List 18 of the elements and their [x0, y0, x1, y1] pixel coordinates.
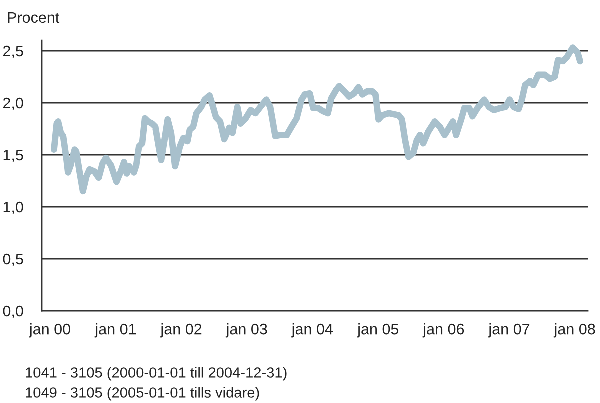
x-tick-label: jan 00	[29, 324, 70, 338]
x-tick-label: jan 07	[488, 324, 530, 338]
x-tick-label: jan 01	[94, 324, 136, 338]
text: 1049 - 3105 (2005-01-01 tills vidare)	[26, 387, 260, 401]
y-tick-label: 1,0	[4, 202, 24, 214]
x-tick-label: jan 06	[422, 324, 464, 338]
y-tick-label: 2,5	[3, 46, 24, 58]
y-tick-label: 0,0	[3, 306, 24, 318]
y-tick-label: 0,5	[3, 254, 24, 266]
x-tick-label: jan 02	[160, 324, 202, 338]
y-axis-title: Procent	[8, 12, 60, 24]
x-tick-label: jan 04	[291, 324, 334, 338]
y-tick-label: 1,5	[4, 150, 24, 162]
x-tick-label: jan 03	[226, 324, 268, 338]
y-tick-label: 2,0	[3, 98, 24, 110]
x-tick-label: jan 05	[357, 324, 399, 338]
text: 1041 - 3105 (2000-01-01 till 2004-12-31)	[26, 367, 287, 381]
x-tick-label: jan 08	[554, 324, 596, 338]
